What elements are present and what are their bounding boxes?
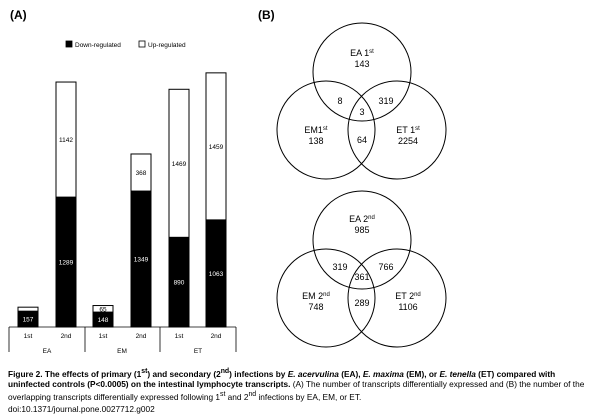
bar-up — [92, 305, 114, 313]
bar-label-down: 890 — [174, 280, 185, 287]
group-label: EM — [117, 348, 127, 355]
overlap-ea-et: 766 — [378, 262, 393, 272]
bar-label-down: 1349 — [134, 257, 149, 264]
overlap-ea-et: 319 — [378, 96, 393, 106]
bar-up — [168, 88, 190, 238]
set-label-et: ET 1st — [396, 125, 420, 135]
legend-label-down: Down-regulated — [75, 42, 121, 49]
panel-a-label: (A) — [10, 8, 27, 22]
venn-circle-em — [276, 248, 376, 348]
bar-label-down: 1289 — [59, 260, 74, 267]
chart-axes: 1st 2nd 1st 2nd 1st 2nd EA EM ET — [8, 326, 237, 355]
bar-up — [130, 153, 152, 192]
venn-circle-et — [347, 80, 447, 180]
chart-legend: Down-regulated Up-regulated — [65, 40, 186, 49]
bar-label-up: 1142 — [59, 137, 73, 144]
legend-swatch-down — [65, 40, 73, 48]
tick-label: 2nd — [136, 333, 147, 340]
bar-label-up: 65 — [99, 306, 107, 313]
venn-circle-em — [276, 80, 376, 180]
tick-label: 1st — [24, 333, 33, 340]
venn-circle-ea — [312, 22, 412, 122]
bar-label-up: 368 — [136, 170, 147, 177]
bar-chart: Down-regulated Up-regulated 157 1289 1142 14… — [8, 40, 237, 355]
overlap-all: 3 — [359, 107, 364, 117]
panel-b-label: (B) — [258, 8, 275, 22]
group-label: EA — [43, 348, 52, 355]
bar-label-up: 1469 — [172, 161, 187, 168]
tick-label: 1st — [99, 333, 108, 340]
venn-circle-ea — [312, 190, 412, 290]
tick-label: 2nd — [61, 333, 72, 340]
set-label-ea: EA 2nd — [349, 214, 375, 224]
set-count-ea: 143 — [354, 59, 369, 69]
set-count-em: 748 — [308, 302, 323, 312]
overlap-em-et: 64 — [357, 135, 367, 145]
bar-label-up: 1459 — [209, 144, 224, 151]
bar-up — [55, 81, 77, 198]
overlap-ea-em: 8 — [337, 96, 342, 106]
set-count-et: 2254 — [398, 136, 418, 146]
set-label-em: EM1st — [304, 125, 328, 135]
bar-group: 157 1289 1142 148 65 1349 368 890 1469 1063 1459 — [17, 72, 227, 328]
bar-label-down: 148 — [98, 317, 109, 324]
overlap-ea-em: 319 — [332, 262, 347, 272]
doi-text: doi:10.1371/journal.pone.0027712.g002 — [8, 404, 155, 414]
legend-swatch-up — [138, 40, 146, 48]
figure-caption: Figure 2. The effects of primary (1st) a… — [8, 368, 585, 402]
tick-label: 1st — [175, 333, 184, 340]
set-label-et: ET 2nd — [395, 291, 421, 301]
set-label-em: EM 2nd — [302, 291, 330, 301]
legend-label-up: Up-regulated — [148, 42, 186, 49]
set-count-et: 1106 — [398, 302, 417, 312]
set-count-em: 138 — [308, 136, 323, 146]
set-count-ea: 985 — [354, 225, 369, 235]
group-label: ET — [194, 348, 202, 355]
bar-label-down: 157 — [23, 317, 34, 324]
set-label-ea: EA 1st — [350, 48, 374, 58]
tick-label: 2nd — [211, 333, 222, 340]
bar-label-down: 1063 — [209, 271, 224, 278]
venn-circle-et — [347, 248, 447, 348]
overlap-em-et: 289 — [354, 298, 369, 308]
bar-up — [205, 72, 227, 221]
overlap-all: 361 — [354, 272, 369, 282]
bar-up — [17, 306, 39, 312]
